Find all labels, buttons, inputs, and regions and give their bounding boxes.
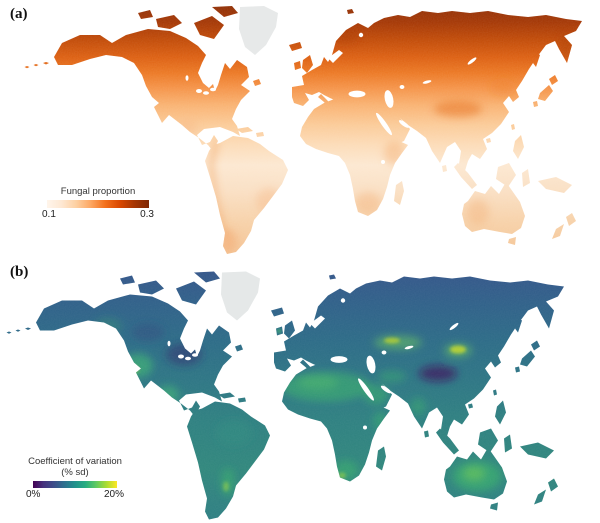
legend-coefficient-of-variation: Coefficient of variation (% sd) 0% 20%	[26, 456, 124, 500]
world-map-coefficient-of-variation	[6, 271, 564, 520]
legend-b-subtitle: (% sd)	[61, 467, 89, 478]
legend-a-tick-max: 0.3	[140, 209, 154, 220]
world-map-fungal-proportion	[24, 6, 582, 254]
legend-a-title: Fungal proportion	[60, 186, 136, 197]
legend-fungal-proportion: Fungal proportion 0.1 0.3	[42, 186, 154, 220]
greenland-no-data	[239, 6, 278, 55]
legend-a-tick-min: 0.1	[42, 209, 56, 220]
greenland-no-data	[221, 271, 260, 321]
legend-b-tick-min: 0%	[26, 489, 41, 500]
legend-b-title: Coefficient of variation	[28, 456, 122, 467]
panel-a-fungal-proportion: (a)	[0, 0, 600, 258]
panel-a-label: (a)	[10, 6, 28, 22]
colorbar-oranges	[47, 200, 149, 208]
legend-b-ticks: 0% 20%	[26, 489, 124, 500]
panel-b-label: (b)	[10, 264, 29, 280]
colorbar-viridis	[33, 481, 117, 488]
legend-b-tick-max: 20%	[103, 489, 124, 500]
panel-b-coefficient-of-variation: (b)	[0, 258, 600, 523]
legend-a-ticks: 0.1 0.3	[42, 209, 154, 220]
